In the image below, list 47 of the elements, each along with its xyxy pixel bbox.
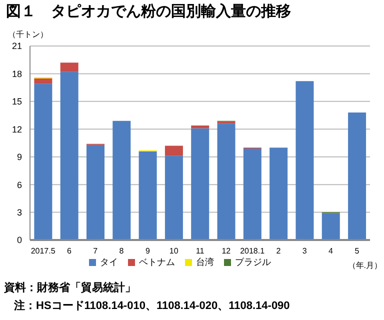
x-tick-label: 5 [354,246,360,256]
bar [296,81,314,240]
y-tick-label: 18 [12,68,22,79]
text: （年.月） [348,260,382,271]
bar [191,125,210,128]
bar [164,156,183,240]
bar [138,151,157,240]
chart-title: 図１ タピオカでん粉の国別輸入量の推移 [6,2,291,21]
y-tick-label: 0 [16,235,22,246]
bar [217,124,236,240]
legend-label: ベトナム [139,257,175,267]
y-tick-label: 3 [16,207,22,218]
bar [243,148,262,240]
x-tick-label: 11 [196,246,205,256]
legend-label: 台湾 [196,257,214,267]
x-tick-label: 8 [119,246,124,256]
text: 資料：財務省「貿易統計」 [4,280,136,295]
bar [112,120,131,240]
x-tick-label: 2 [276,246,282,256]
y-tick-label: 9 [16,152,22,162]
bar [270,148,288,240]
x-tick-label: 12 [222,246,232,256]
x-tick-label: 9 [145,246,150,256]
y-axis-title: （千トン） [8,29,48,40]
y-tick-label: 12 [12,124,22,134]
text: 注：HSコード1108.14-010、1108.14-020、1108.14-090 [14,298,290,313]
bar [60,62,78,72]
x-tick-label: 4 [328,246,334,256]
bar [164,146,183,156]
y-tick-label: 15 [12,96,22,107]
x-tick-label: 2017.5 [30,246,56,256]
y-tick-label: 21 [12,41,22,52]
bar [34,84,52,240]
x-tick-label: 3 [302,246,308,256]
bar [60,72,78,240]
bar [348,112,366,240]
bar [34,78,52,84]
bar [86,144,104,240]
legend-label: ブラジル [235,257,271,267]
x-tick-label: 10 [169,246,179,256]
x-tick-label: 7 [93,246,98,256]
bar [191,128,210,240]
legend-label: タイ [100,257,118,267]
x-tick-label: 6 [67,246,72,256]
x-tick-label: 2018.1 [240,246,266,256]
bar [322,213,340,240]
y-tick-label: 6 [16,180,22,190]
